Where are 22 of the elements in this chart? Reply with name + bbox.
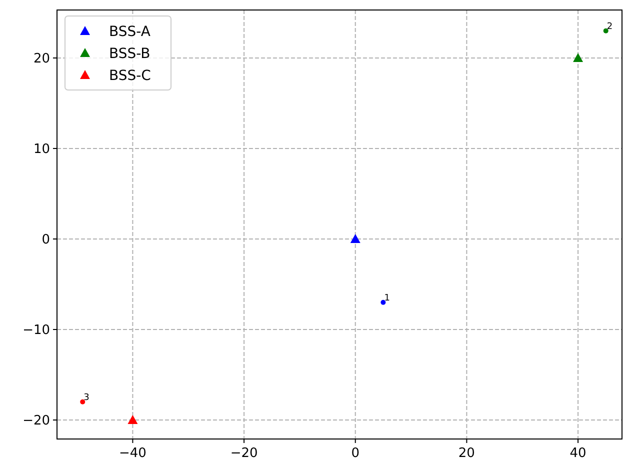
- y-tick-label: 0: [42, 232, 50, 248]
- legend-label: BSS-B: [109, 46, 150, 62]
- annotation: 3: [84, 392, 90, 403]
- legend-label: BSS-C: [109, 68, 152, 84]
- point: [573, 52, 584, 62]
- point: [380, 300, 386, 305]
- x-tick-label: 20: [458, 446, 475, 461]
- legend-label: BSS-A: [109, 24, 151, 40]
- point: [128, 414, 138, 424]
- x-tick-label: 40: [570, 446, 586, 461]
- y-tick-label: −20: [22, 413, 50, 428]
- y-tick-label: 10: [33, 142, 50, 157]
- x-tick-label: −20: [230, 446, 258, 461]
- x-tick-label: 0: [351, 446, 360, 461]
- annotation: 2: [606, 22, 613, 32]
- y-tick-label: 20: [33, 51, 50, 66]
- x-tick-label: −40: [118, 446, 146, 461]
- annotation: 1: [384, 293, 390, 304]
- point: [603, 28, 608, 34]
- y-tick-label: −10: [22, 322, 50, 338]
- point: [80, 399, 86, 404]
- point: [350, 234, 360, 243]
